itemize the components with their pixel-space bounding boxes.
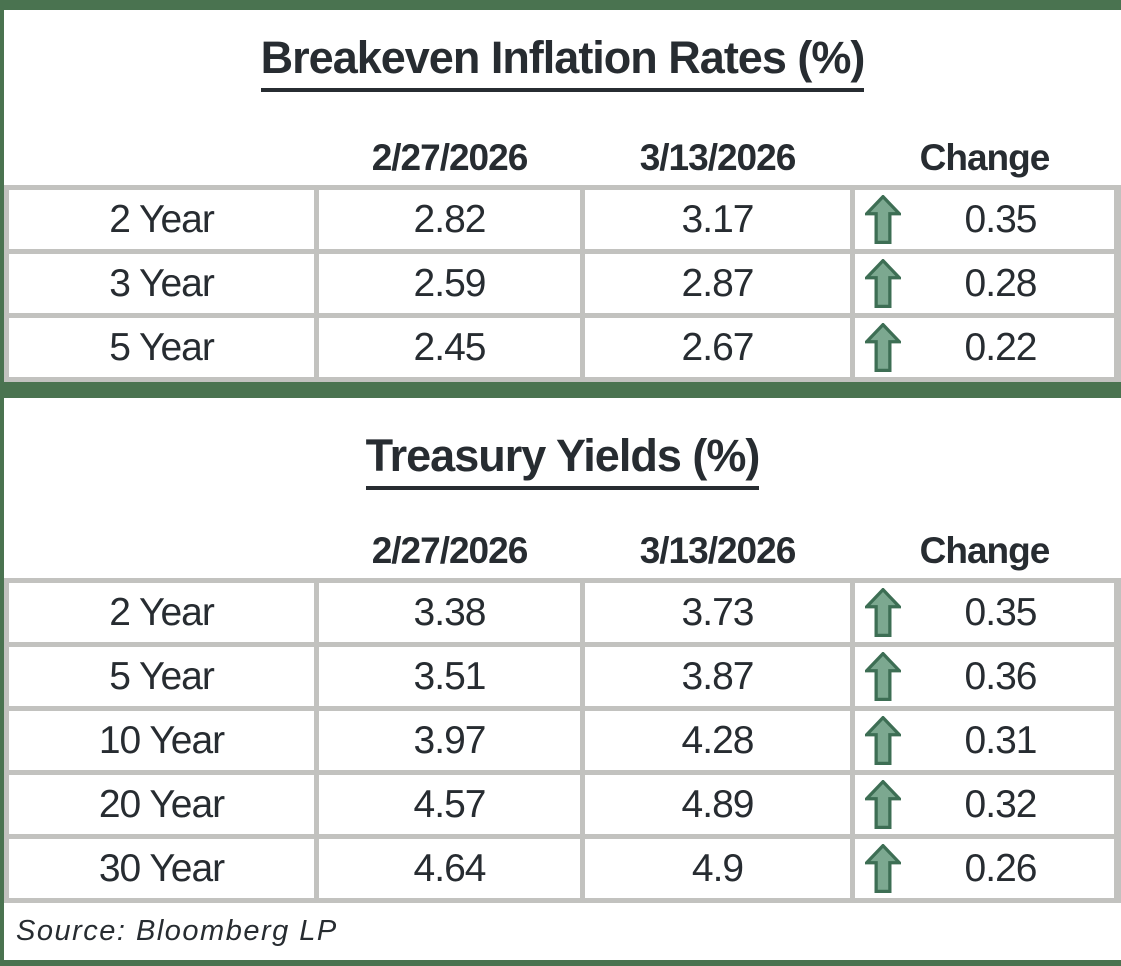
change-cell: 0.35 xyxy=(855,190,1114,249)
change-value: 0.26 xyxy=(964,846,1038,890)
table-row: 5 Year 3.51 3.87 0.36 xyxy=(9,647,1114,706)
change-value: 0.22 xyxy=(964,325,1038,369)
change-cell: 0.22 xyxy=(855,318,1114,377)
column-header-date-1: 2/27/2026 xyxy=(371,137,529,178)
value-cell: 3.51 xyxy=(319,647,580,706)
row-label-cell: 5 Year xyxy=(9,647,314,706)
up-arrow-icon xyxy=(865,652,901,701)
bottom-green-border xyxy=(0,960,1121,966)
table-row: 2 Year 2.82 3.17 0.35 xyxy=(9,190,1114,249)
row-label-cell: 10 Year xyxy=(9,711,314,770)
column-header-blank xyxy=(9,530,314,572)
value-cell: 2.87 xyxy=(585,254,850,313)
up-arrow-icon xyxy=(865,780,901,829)
change-cell: 0.36 xyxy=(855,647,1114,706)
change-value: 0.36 xyxy=(964,654,1038,698)
column-header-date-2: 3/13/2026 xyxy=(639,137,797,178)
change-cell: 0.32 xyxy=(855,775,1114,834)
value-cell: 4.89 xyxy=(585,775,850,834)
value-cell: 2.45 xyxy=(319,318,580,377)
figure-content: Breakeven Inflation Rates (%) 2/27/2026 … xyxy=(0,10,1121,960)
value-cell: 2.67 xyxy=(585,318,850,377)
value-cell: 3.17 xyxy=(585,190,850,249)
breakeven-column-headers: 2/27/2026 3/13/2026 Change xyxy=(4,137,1121,179)
value-cell: 4.9 xyxy=(585,839,850,898)
value-cell: 3.87 xyxy=(585,647,850,706)
value-cell: 2.59 xyxy=(319,254,580,313)
source-note: Source: Bloomberg LP xyxy=(16,915,338,947)
treasury-column-headers: 2/27/2026 3/13/2026 Change xyxy=(4,530,1121,572)
change-value: 0.35 xyxy=(964,197,1038,241)
row-label-cell: 30 Year xyxy=(9,839,314,898)
change-value: 0.31 xyxy=(964,718,1038,762)
row-label-cell: 5 Year xyxy=(9,318,314,377)
table-row: 10 Year 3.97 4.28 0.31 xyxy=(9,711,1114,770)
row-label-cell: 3 Year xyxy=(9,254,314,313)
value-cell: 3.73 xyxy=(585,583,850,642)
treasury-title-wrap: Treasury Yields (%) xyxy=(4,430,1121,490)
breakeven-table-header-section: Breakeven Inflation Rates (%) 2/27/2026 … xyxy=(4,10,1121,185)
change-value: 0.28 xyxy=(964,261,1038,305)
change-cell: 0.35 xyxy=(855,583,1114,642)
middle-green-divider xyxy=(4,382,1121,398)
treasury-table-grid: 2 Year 3.38 3.73 0.35 5 Year 3.51 3.87 0… xyxy=(4,578,1121,903)
breakeven-title-wrap: Breakeven Inflation Rates (%) xyxy=(4,32,1121,92)
change-value: 0.35 xyxy=(964,590,1038,634)
row-label-cell: 2 Year xyxy=(9,583,314,642)
top-green-border xyxy=(0,0,1121,10)
table-row: 3 Year 2.59 2.87 0.28 xyxy=(9,254,1114,313)
column-header-date-2: 3/13/2026 xyxy=(639,530,797,571)
table-row: 5 Year 2.45 2.67 0.22 xyxy=(9,318,1114,377)
column-header-date-1: 2/27/2026 xyxy=(371,530,529,571)
column-header-change: Change xyxy=(919,137,1051,178)
table-row: 30 Year 4.64 4.9 0.26 xyxy=(9,839,1114,898)
change-cell: 0.26 xyxy=(855,839,1114,898)
treasury-table-header-section: Treasury Yields (%) 2/27/2026 3/13/2026 … xyxy=(4,398,1121,578)
change-cell: 0.28 xyxy=(855,254,1114,313)
change-value: 0.32 xyxy=(964,782,1038,826)
up-arrow-icon xyxy=(865,716,901,765)
value-cell: 3.38 xyxy=(319,583,580,642)
row-label-cell: 2 Year xyxy=(9,190,314,249)
breakeven-table-title: Breakeven Inflation Rates (%) xyxy=(260,32,865,92)
up-arrow-icon xyxy=(865,844,901,893)
value-cell: 3.97 xyxy=(319,711,580,770)
value-cell: 2.82 xyxy=(319,190,580,249)
up-arrow-icon xyxy=(865,323,901,372)
value-cell: 4.57 xyxy=(319,775,580,834)
breakeven-table-grid: 2 Year 2.82 3.17 0.35 3 Year 2.59 2.87 0… xyxy=(4,185,1121,382)
value-cell: 4.64 xyxy=(319,839,580,898)
column-header-change: Change xyxy=(919,530,1051,571)
table-row: 20 Year 4.57 4.89 0.32 xyxy=(9,775,1114,834)
up-arrow-icon xyxy=(865,588,901,637)
treasury-table-title: Treasury Yields (%) xyxy=(365,430,760,490)
value-cell: 4.28 xyxy=(585,711,850,770)
source-row: Source: Bloomberg LP xyxy=(4,903,1121,960)
table-row: 2 Year 3.38 3.73 0.35 xyxy=(9,583,1114,642)
up-arrow-icon xyxy=(865,259,901,308)
up-arrow-icon xyxy=(865,195,901,244)
change-cell: 0.31 xyxy=(855,711,1114,770)
row-label-cell: 20 Year xyxy=(9,775,314,834)
column-header-blank xyxy=(9,137,314,179)
